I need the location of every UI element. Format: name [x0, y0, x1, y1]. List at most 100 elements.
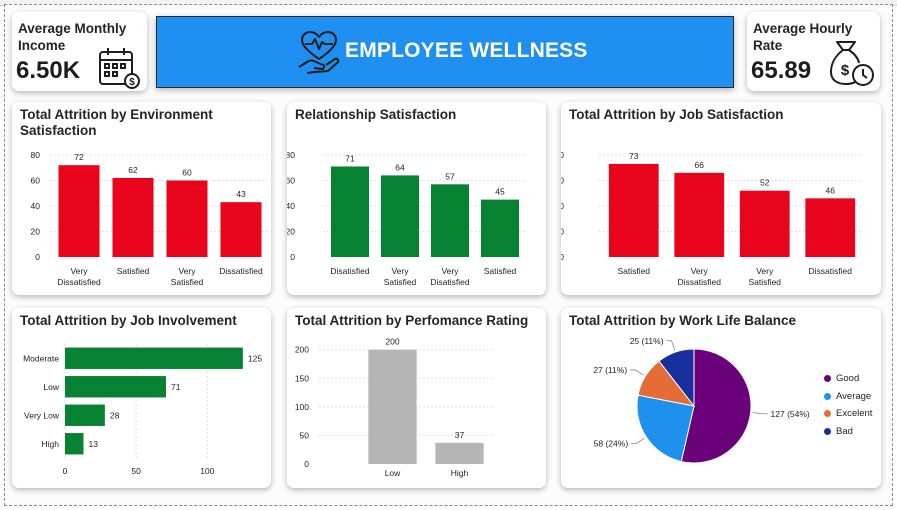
y-tick-label: 150	[295, 373, 309, 383]
svg-text:$: $	[129, 77, 135, 88]
leader-line	[752, 412, 768, 415]
x-tick-label: Dissatisfied	[219, 266, 263, 276]
data-label: 46	[826, 185, 836, 195]
legend-item[interactable]: Excelent	[824, 405, 872, 423]
y-tick-label: 100	[295, 402, 309, 412]
data-label: 73	[629, 151, 639, 161]
x-tick-label: 100	[200, 466, 214, 476]
leader-line	[631, 437, 645, 445]
data-label: 37	[455, 430, 465, 440]
bar	[805, 198, 856, 257]
x-tick-label: Very	[756, 266, 774, 276]
y-tick-label: 0	[290, 252, 295, 262]
money-bag-clock-icon: $	[830, 41, 874, 86]
y-tick-label: 60	[31, 176, 41, 186]
pie-slice	[658, 348, 695, 408]
x-tick-label: Satisfied	[484, 266, 517, 276]
data-label: 13	[89, 439, 99, 449]
x-tick-label: Dissatisfied	[678, 277, 722, 287]
kpi-label: Average Hourly Rate	[753, 21, 853, 53]
bar	[166, 180, 208, 257]
chart-title: Relationship Satisfaction	[295, 107, 457, 122]
x-tick-label: Very	[441, 266, 459, 276]
x-tick-label: Satisfied	[617, 266, 650, 276]
legend-item[interactable]: Bad	[824, 423, 872, 441]
chart-card-relationship-satisfaction[interactable]: Relationship Satisfaction 0 20 40 60 80 71 Dis…	[287, 102, 546, 295]
kpi-card-hourly-rate[interactable]: Average Hourly Rate 65.89 $	[747, 12, 880, 91]
job-involvement-chart: 0 50 100 125 Moderate 71 Low 28 Very Low 13 High	[23, 344, 262, 476]
y-tick-label: 80	[561, 150, 564, 160]
legend-swatch	[824, 375, 831, 383]
legend-label: Average	[836, 390, 872, 402]
leader-line	[630, 369, 644, 376]
bar	[608, 163, 659, 257]
data-label: 25 (11%)	[630, 336, 664, 346]
data-label: 43	[236, 189, 246, 199]
kpi-value: 6.50K	[16, 57, 81, 84]
legend-swatch	[824, 427, 831, 435]
chart-card-environment-satisfaction[interactable]: Total Attrition by Environment Satisfact…	[12, 102, 271, 295]
chart-title: Total Attrition by Work Life Balance	[569, 313, 797, 328]
x-tick-label: Satisfied	[171, 277, 204, 287]
data-label: 200	[385, 337, 399, 347]
bar	[65, 376, 167, 398]
legend-swatch	[824, 392, 831, 400]
bar	[65, 433, 84, 455]
x-tick-label: Very	[70, 266, 88, 276]
legend-item[interactable]: Good	[824, 370, 872, 388]
x-tick-label: Satisfied	[748, 277, 781, 287]
chart-card-job-satisfaction[interactable]: Total Attrition by Job Satisfaction 0 20 4…	[561, 102, 881, 295]
x-tick-label: 50	[131, 466, 141, 476]
chart-card-performance-rating[interactable]: Total Attrition by Perfomance Rating 0 50…	[287, 308, 546, 488]
x-tick-label: High	[451, 468, 469, 478]
data-label: 45	[495, 187, 505, 197]
kpi-value: 65.89	[751, 57, 812, 84]
y-tick-label: Very Low	[24, 410, 60, 420]
y-tick-label: 80	[287, 150, 295, 160]
bar	[674, 172, 725, 257]
data-label: 66	[695, 160, 705, 170]
x-tick-label: Satisfied	[117, 266, 150, 276]
x-tick-label: Very	[178, 266, 196, 276]
page-title: EMPLOYEE WELLNESS	[345, 39, 588, 62]
chart-title: Total Attrition by Job Satisfaction	[569, 107, 784, 122]
y-tick-label: 40	[31, 201, 41, 211]
legend-label: Bad	[836, 425, 853, 437]
chart-legend: Good Average Excelent Bad	[824, 370, 872, 440]
data-label: 52	[760, 178, 770, 188]
data-label: 57	[445, 171, 455, 181]
bar	[739, 190, 790, 257]
data-label: 127 (54%)	[771, 409, 810, 419]
bar	[481, 199, 519, 257]
heart-hand-icon	[298, 31, 340, 74]
chart-title: Total Attrition by Perfomance Rating	[295, 313, 529, 328]
kpi-card-monthly-income[interactable]: Average Monthly Income 6.50K $	[12, 12, 147, 91]
x-tick-label: Low	[385, 468, 401, 478]
x-tick-label: Very	[691, 266, 709, 276]
x-tick-label: 0	[63, 466, 68, 476]
bar	[65, 347, 243, 369]
y-tick-label: 50	[300, 430, 310, 440]
y-tick-label: 20	[287, 227, 295, 237]
bar	[112, 177, 154, 257]
y-tick-label: Moderate	[23, 353, 59, 363]
y-tick-label: 40	[561, 201, 564, 211]
data-label: 28	[110, 410, 120, 420]
y-tick-label: Low	[43, 382, 59, 392]
bar	[331, 166, 369, 257]
bar	[65, 404, 105, 426]
data-label: 27 (11%)	[593, 365, 627, 375]
x-tick-label: Very	[391, 266, 409, 276]
performance-rating-chart: 0 50 100 150 200 200 Low 37 High	[295, 337, 493, 478]
chart-title: Total Attrition by Environment Satisfact…	[20, 107, 213, 138]
legend-label: Excelent	[836, 408, 873, 420]
chart-card-work-life-balance[interactable]: Total Attrition by Work Life Balance 127…	[561, 308, 881, 488]
chart-card-job-involvement[interactable]: Total Attrition by Job Involvement 0 50 10…	[12, 308, 271, 488]
bar	[368, 349, 417, 464]
data-label: 72	[74, 152, 84, 162]
data-label: 64	[395, 162, 405, 172]
legend-item[interactable]: Average	[824, 388, 872, 406]
data-label: 62	[128, 165, 138, 175]
y-tick-label: 20	[31, 227, 41, 237]
